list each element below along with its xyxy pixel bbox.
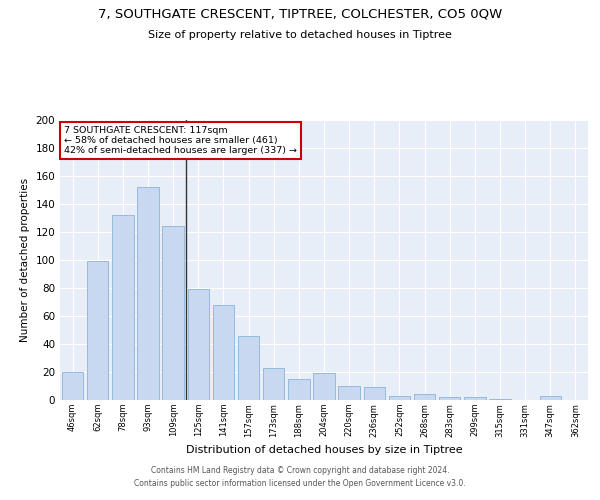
Text: 7, SOUTHGATE CRESCENT, TIPTREE, COLCHESTER, CO5 0QW: 7, SOUTHGATE CRESCENT, TIPTREE, COLCHEST… bbox=[98, 8, 502, 20]
Bar bbox=[288, 379, 310, 400]
Bar bbox=[112, 215, 134, 400]
Bar bbox=[62, 372, 83, 400]
Text: Contains HM Land Registry data © Crown copyright and database right 2024.
Contai: Contains HM Land Registry data © Crown c… bbox=[134, 466, 466, 487]
Bar bbox=[313, 374, 335, 400]
Bar bbox=[414, 394, 435, 400]
Text: 7 SOUTHGATE CRESCENT: 117sqm
← 58% of detached houses are smaller (461)
42% of s: 7 SOUTHGATE CRESCENT: 117sqm ← 58% of de… bbox=[64, 126, 297, 156]
Bar bbox=[213, 305, 234, 400]
Bar bbox=[263, 368, 284, 400]
Bar bbox=[338, 386, 360, 400]
Bar bbox=[490, 398, 511, 400]
Bar bbox=[137, 187, 158, 400]
Bar bbox=[364, 388, 385, 400]
Bar bbox=[539, 396, 561, 400]
Bar bbox=[188, 290, 209, 400]
Bar bbox=[238, 336, 259, 400]
Bar bbox=[163, 226, 184, 400]
Bar bbox=[464, 397, 485, 400]
Y-axis label: Number of detached properties: Number of detached properties bbox=[20, 178, 30, 342]
Text: Size of property relative to detached houses in Tiptree: Size of property relative to detached ho… bbox=[148, 30, 452, 40]
Bar bbox=[87, 262, 109, 400]
Bar bbox=[439, 397, 460, 400]
Bar bbox=[389, 396, 410, 400]
X-axis label: Distribution of detached houses by size in Tiptree: Distribution of detached houses by size … bbox=[185, 445, 463, 455]
